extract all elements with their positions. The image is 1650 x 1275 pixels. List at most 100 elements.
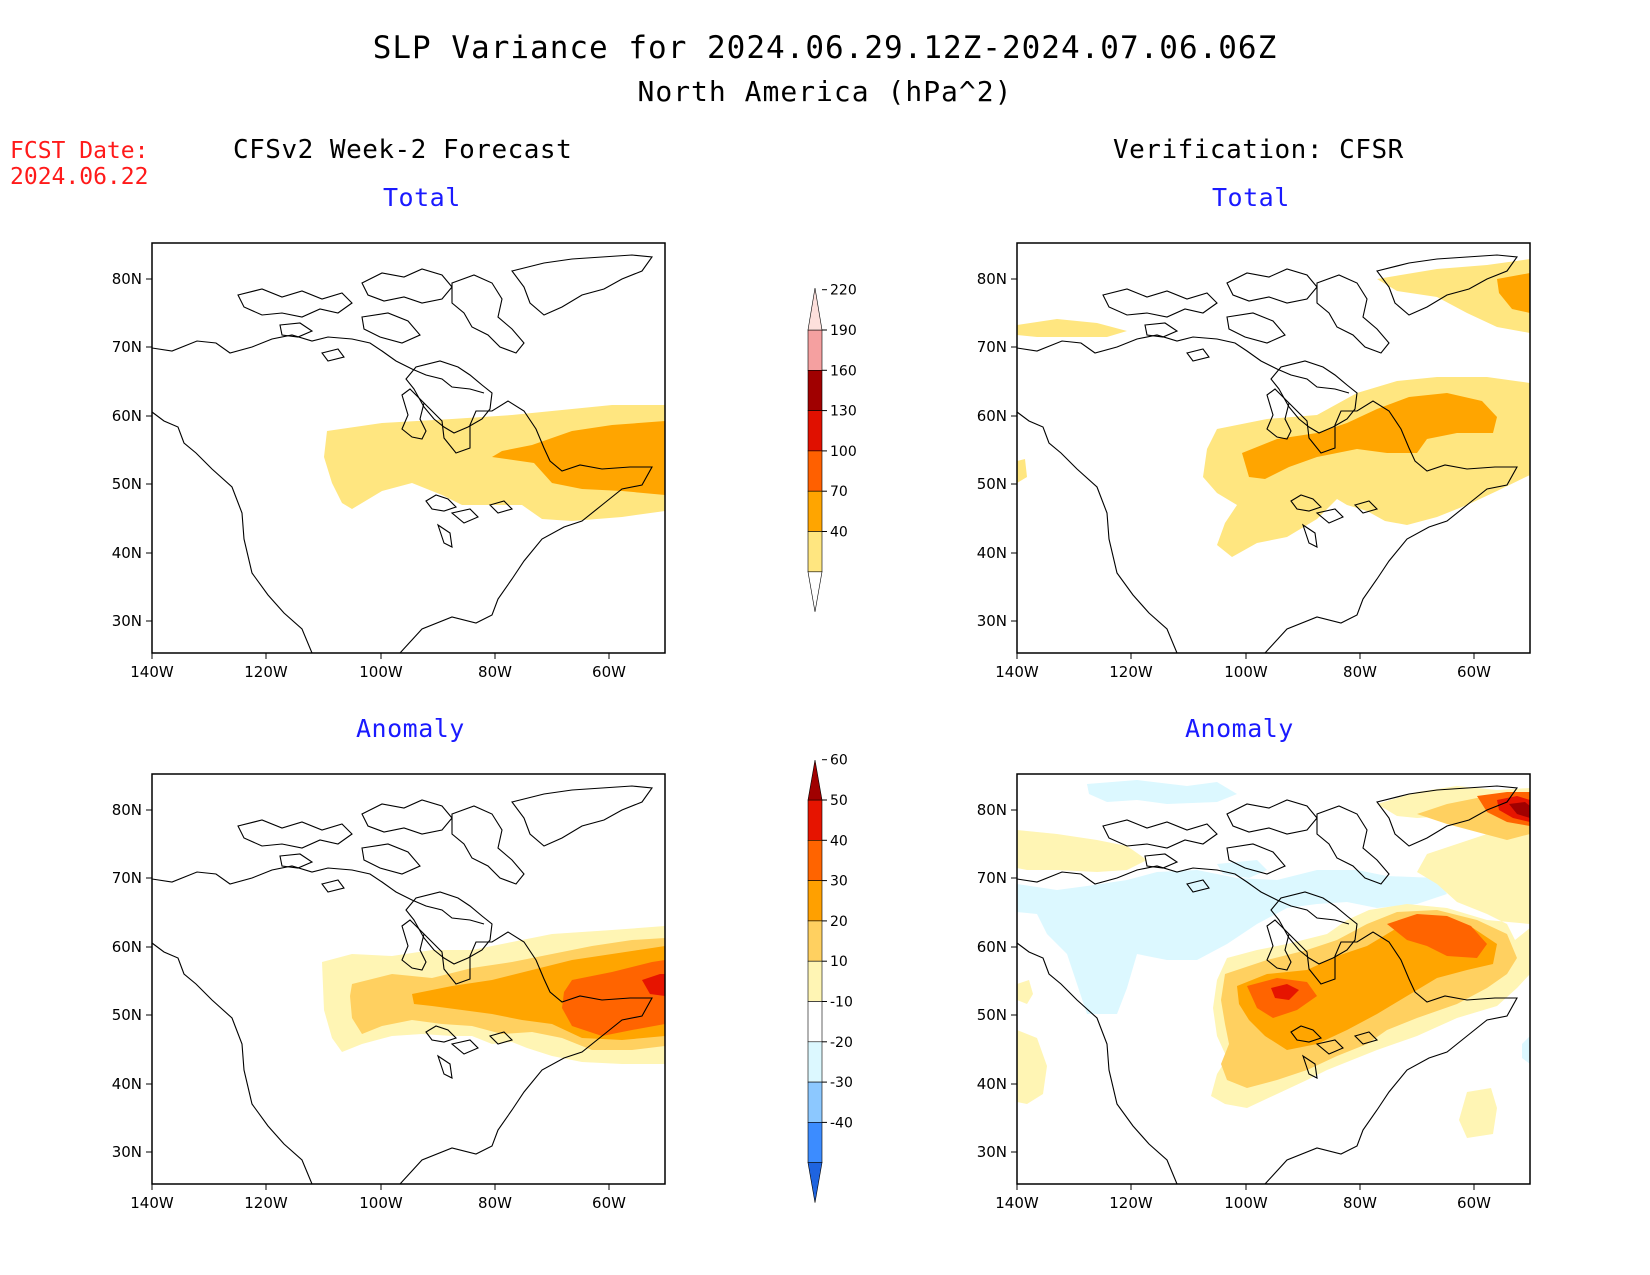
map-panel-fcst-total: 140W 120W 100W 80W 60W 80N 70N 60N 50N 40N 30N (112, 242, 666, 681)
lon-tick-label: 80W (1343, 663, 1377, 681)
lon-tick-label: 120W (244, 1194, 288, 1212)
shaded-region-orange (1237, 920, 1497, 1050)
lon-tick-label: 80W (1343, 1194, 1377, 1212)
colorbar-tick-label: 190 (830, 323, 857, 339)
lat-tick-label: 70N (112, 338, 142, 356)
lon-tick-label: 120W (1109, 663, 1153, 681)
shaded-region-orange (1497, 273, 1530, 313)
shaded-region-orange (1242, 393, 1497, 479)
shaded-region-darkred (1509, 802, 1530, 818)
lat-tick-label: 30N (977, 1143, 1007, 1161)
shaded-region-lightyellow (1459, 1088, 1497, 1138)
colorbar-tick-label: 50 (830, 793, 848, 809)
panel-title-forecast-anomaly: Anomaly (356, 714, 465, 743)
map-panel-verif-total: 140W 120W 100W 80W 60W 80N 70N 60N 50N 40N 30N (977, 242, 1531, 681)
shaded-region-red (642, 974, 665, 996)
colorbar-tick-label: -30 (830, 1075, 853, 1091)
colorbar-tick-label: 60 (830, 753, 848, 769)
map-frame (151, 242, 666, 654)
map-panel-fcst-anom: 140W 120W 100W 80W 60W 80N 70N 60N 50N 40N 30N (112, 773, 666, 1212)
shaded-region-orange (492, 421, 665, 495)
colorbar-tick-label: 160 (830, 363, 857, 379)
lat-tick-label: 50N (977, 1006, 1007, 1024)
lat-tick-label: 60N (977, 407, 1007, 425)
shaded-region-cyan (1087, 780, 1237, 804)
lat-tick-label: 40N (112, 544, 142, 562)
lon-tick-label: 140W (995, 1194, 1039, 1212)
lat-tick-label: 80N (112, 801, 142, 819)
colorbar-arrow-bottom (807, 571, 823, 612)
lon-tick-label: 60W (1457, 1194, 1491, 1212)
chart-subtitle: North America (hPa^2) (637, 75, 1013, 108)
lon-tick-label: 60W (592, 663, 626, 681)
column-title-forecast: CFSv2 Week-2 Forecast (233, 135, 573, 165)
lat-tick-label: 60N (112, 407, 142, 425)
fcst-date-label: FCST Date: (10, 138, 149, 164)
lon-tick-label: 140W (130, 1194, 174, 1212)
colorbar-segment (807, 920, 823, 962)
colorbar-segment (807, 1081, 823, 1123)
colorbar-tick-label: -10 (830, 995, 853, 1011)
colorbar-segment (807, 1122, 823, 1164)
colorbar-segment (807, 1001, 823, 1043)
lat-tick-label: 70N (977, 338, 1007, 356)
lon-tick-label: 80W (478, 663, 512, 681)
colorbar-segment (807, 531, 823, 573)
colorbar-tick-label: 100 (830, 444, 857, 460)
lon-tick-label: 100W (359, 663, 403, 681)
lon-tick-label: 60W (1457, 663, 1491, 681)
shaded-region-lightyellow (1017, 830, 1147, 872)
coastline (152, 254, 653, 653)
colorbar-arrow-top (807, 759, 823, 801)
colorbar-tick-label: 40 (830, 833, 848, 849)
colorbar-segment (807, 329, 823, 371)
colorbar-segment (807, 490, 823, 532)
colorbar-tick-label: 70 (830, 484, 848, 500)
colorbar-tick-label: 30 (830, 874, 848, 890)
fcst-date-value: 2024.06.22 (10, 164, 149, 190)
lat-tick-label: 30N (112, 612, 142, 630)
colorbar-arrow-bottom (807, 1162, 823, 1203)
lat-tick-label: 50N (112, 475, 142, 493)
shaded-region-darkorange (1387, 914, 1487, 958)
lon-tick-label: 100W (1224, 1194, 1268, 1212)
map-frame (151, 773, 666, 1185)
colorbar-segment (807, 1041, 823, 1083)
colorbar-tick-label: 20 (830, 914, 848, 930)
colorbar-tick-label: 130 (830, 404, 857, 420)
colorbar-segment (807, 839, 823, 881)
colorbar-segment (807, 799, 823, 841)
lat-tick-label: 80N (977, 270, 1007, 288)
lat-tick-label: 60N (977, 938, 1007, 956)
fcst-date: FCST Date: 2024.06.22 (10, 138, 148, 190)
colorbar-tick-label: -20 (830, 1035, 853, 1051)
lat-tick-label: 60N (112, 938, 142, 956)
lon-tick-label: 120W (1109, 1194, 1153, 1212)
shaded-region-lightyellow (1017, 1030, 1047, 1104)
lon-tick-label: 60W (592, 1194, 626, 1212)
colorbar-segment (807, 450, 823, 492)
colorbar-anomaly: -40 -30 -20 -10 10 20 30 40 50 60 (807, 753, 853, 1203)
shaded-region-cyan (1522, 1036, 1530, 1064)
shaded-region-yellow (1017, 319, 1127, 337)
colorbar-segment (807, 960, 823, 1002)
lon-tick-label: 120W (244, 663, 288, 681)
lat-tick-label: 30N (112, 1143, 142, 1161)
map-frame (1016, 773, 1531, 1185)
colorbar-tick-label: 40 (830, 525, 848, 541)
lon-tick-label: 80W (478, 1194, 512, 1212)
lon-tick-label: 140W (995, 663, 1039, 681)
coastline (1017, 785, 1518, 1184)
colorbar-arrow-top (807, 287, 823, 331)
shaded-region-red (1271, 984, 1299, 1000)
lat-tick-label: 50N (977, 475, 1007, 493)
lat-tick-label: 70N (112, 869, 142, 887)
chart-title: SLP Variance for 2024.06.29.12Z-2024.07.… (372, 30, 1278, 66)
lat-tick-label: 40N (112, 1075, 142, 1093)
column-title-verification: Verification: CFSR (1113, 135, 1404, 165)
map-panel-verif-anom: 140W 120W 100W 80W 60W 80N 70N 60N 50N 40N 30N (977, 773, 1531, 1212)
shaded-region-cyan (1217, 860, 1267, 878)
lat-tick-label: 80N (977, 801, 1007, 819)
